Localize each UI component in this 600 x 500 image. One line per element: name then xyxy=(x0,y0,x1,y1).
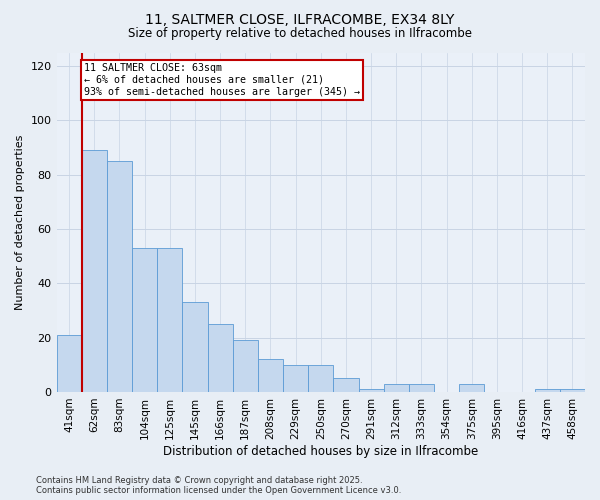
Bar xyxy=(334,378,359,392)
Bar xyxy=(383,384,409,392)
Y-axis label: Number of detached properties: Number of detached properties xyxy=(15,134,25,310)
Bar xyxy=(182,302,208,392)
Bar xyxy=(132,248,157,392)
Bar xyxy=(459,384,484,392)
Text: 11, SALTMER CLOSE, ILFRACOMBE, EX34 8LY: 11, SALTMER CLOSE, ILFRACOMBE, EX34 8LY xyxy=(145,12,455,26)
Bar xyxy=(409,384,434,392)
X-axis label: Distribution of detached houses by size in Ilfracombe: Distribution of detached houses by size … xyxy=(163,444,478,458)
Bar xyxy=(56,335,82,392)
Bar xyxy=(283,365,308,392)
Bar xyxy=(107,161,132,392)
Bar xyxy=(308,365,334,392)
Bar xyxy=(258,360,283,392)
Text: Size of property relative to detached houses in Ilfracombe: Size of property relative to detached ho… xyxy=(128,28,472,40)
Bar xyxy=(359,389,383,392)
Bar xyxy=(157,248,182,392)
Bar xyxy=(560,389,585,392)
Bar xyxy=(233,340,258,392)
Bar xyxy=(535,389,560,392)
Bar xyxy=(82,150,107,392)
Text: Contains HM Land Registry data © Crown copyright and database right 2025.
Contai: Contains HM Land Registry data © Crown c… xyxy=(36,476,401,495)
Bar xyxy=(208,324,233,392)
Text: 11 SALTMER CLOSE: 63sqm
← 6% of detached houses are smaller (21)
93% of semi-det: 11 SALTMER CLOSE: 63sqm ← 6% of detached… xyxy=(84,64,360,96)
